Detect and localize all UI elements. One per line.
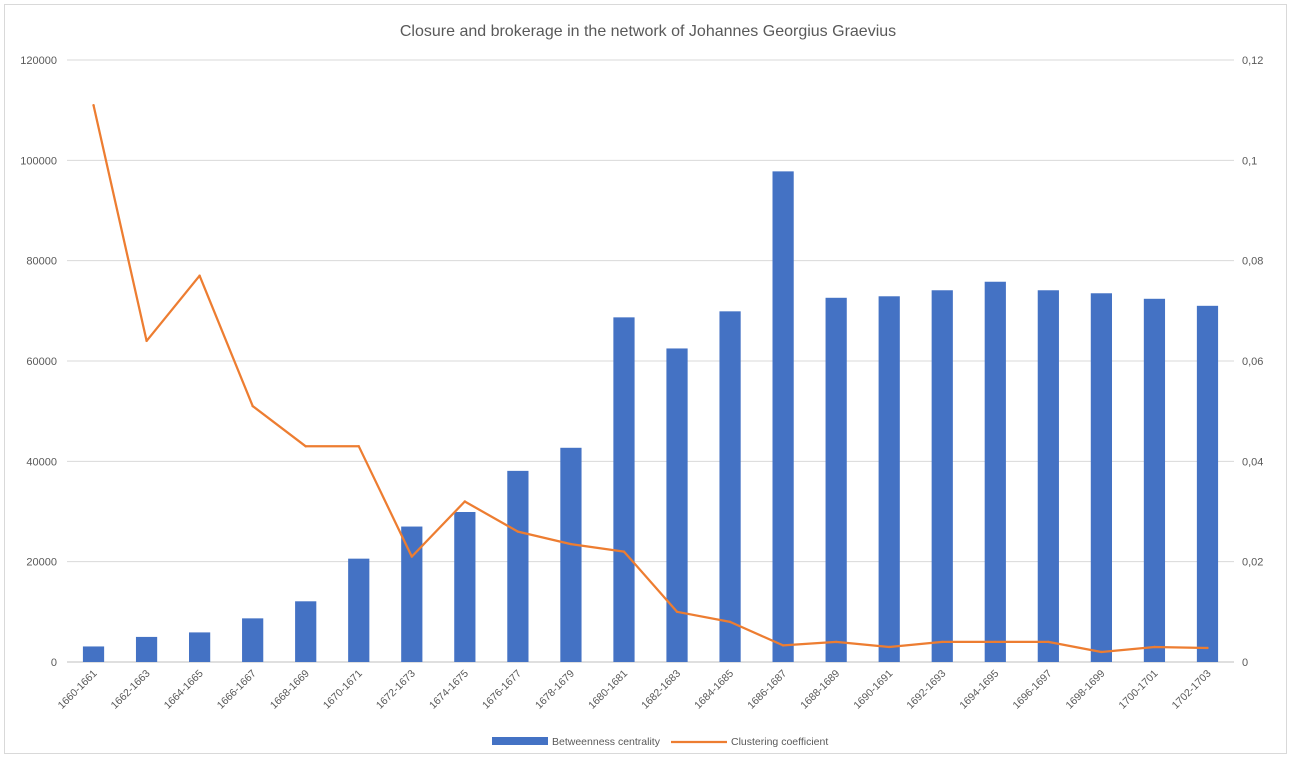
right-tick-label: 0,04 (1242, 456, 1263, 468)
right-tick-label: 0,1 (1242, 155, 1257, 167)
bar (984, 281, 1006, 662)
line-point (675, 610, 679, 614)
x-tick-label: 1668-1669 (268, 668, 312, 712)
x-tick-label: 1696-1697 (1010, 668, 1054, 712)
x-tick-label: 1684-1685 (692, 668, 736, 712)
bar (613, 317, 635, 662)
line-point (888, 645, 891, 649)
legend: Betweenness centrality Clustering coeffic… (492, 736, 828, 748)
right-tick-label: 0 (1242, 657, 1248, 669)
x-tick-label: 1698-1699 (1064, 668, 1108, 712)
bar (82, 646, 105, 662)
bar (507, 470, 529, 662)
right-axis: 0 0,02 0,04 0,06 0,08 0,1 0,12 (1242, 55, 1263, 669)
left-tick-label: 120000 (20, 55, 57, 67)
line-point (357, 445, 360, 448)
left-tick-label: 60000 (26, 356, 57, 368)
left-tick-label: 100000 (20, 155, 57, 167)
x-tick-label: 1692-1693 (904, 668, 948, 712)
bar-series (82, 171, 1219, 662)
line-point (728, 620, 732, 624)
chart-title: Closure and brokerage in the network of … (400, 23, 896, 40)
right-tick-label: 0,08 (1242, 256, 1263, 268)
x-tick-label: 1678-1679 (533, 668, 577, 712)
left-tick-label: 80000 (26, 256, 57, 268)
bar (242, 618, 264, 662)
x-tick-label: 1694-1695 (957, 668, 1001, 712)
left-tick-label: 0 (51, 657, 57, 669)
line-point (304, 445, 307, 448)
bar (878, 296, 900, 662)
bar (1090, 293, 1112, 662)
bar (401, 526, 423, 662)
combo-chart: Closure and brokerage in the network of … (20, 23, 1263, 748)
x-tick-label: 1674-1675 (427, 668, 471, 712)
bar (825, 297, 847, 662)
x-tick-label: 1690-1691 (851, 668, 895, 712)
line-series (92, 103, 1209, 654)
bar (295, 601, 317, 662)
x-tick-label: 1682-1683 (639, 668, 683, 712)
line-point (198, 274, 201, 277)
line-point (92, 103, 95, 107)
bar (454, 512, 476, 662)
bar (719, 311, 741, 662)
bar (931, 290, 953, 662)
line-point (145, 339, 148, 343)
left-axis: 0 20000 40000 60000 80000 100000 120000 (20, 55, 57, 669)
line-point (251, 404, 254, 408)
bar (560, 447, 582, 662)
right-tick-label: 0,02 (1242, 557, 1263, 569)
legend-label: Betweenness centrality (552, 736, 661, 748)
line-point (994, 640, 997, 644)
right-tick-label: 0,06 (1242, 356, 1263, 368)
x-tick-label: 1664-1665 (162, 668, 206, 712)
bar (189, 632, 211, 662)
x-tick-label: 1662-1663 (109, 668, 153, 712)
bar (135, 636, 158, 662)
legend-label: Clustering coefficient (731, 736, 828, 748)
chart-container: Closure and brokerage in the network of … (4, 4, 1287, 754)
x-tick-label: 1686-1687 (745, 668, 789, 712)
line-point (1100, 650, 1103, 654)
line-point (622, 550, 626, 553)
bar (348, 558, 370, 662)
line-point (834, 640, 838, 644)
right-tick-label: 0,12 (1242, 55, 1263, 67)
bar (1143, 298, 1166, 662)
line-point (569, 542, 573, 546)
line-point (516, 530, 520, 533)
legend-swatch-bar (492, 737, 548, 745)
x-tick-label: 1676-1677 (480, 668, 524, 712)
x-tick-label: 1660-1661 (56, 668, 100, 712)
x-tick-label: 1672-1673 (374, 668, 418, 712)
line-point (410, 555, 413, 558)
x-tick-label: 1700-1701 (1117, 668, 1161, 712)
x-tick-label: 1670-1671 (321, 668, 365, 712)
x-tick-label: 1680-1681 (586, 668, 630, 712)
line-point (781, 644, 785, 647)
line-point (1153, 645, 1156, 649)
line-path (92, 104, 1208, 654)
left-tick-label: 20000 (26, 557, 57, 569)
bar (772, 171, 794, 662)
bar (666, 348, 688, 662)
line-point (941, 640, 944, 644)
x-axis: 1660-1661 1662-1663 1664-1665 1666-1667 1668… (56, 668, 1214, 712)
left-tick-label: 40000 (26, 456, 57, 468)
gridlines (67, 59, 1234, 663)
x-tick-label: 1666-1667 (215, 668, 259, 712)
bar (1196, 305, 1219, 662)
line-point (463, 500, 467, 503)
line-point (1206, 646, 1209, 650)
bar (1037, 290, 1059, 662)
x-tick-label: 1688-1689 (798, 668, 842, 712)
x-tick-label: 1702-1703 (1170, 668, 1214, 712)
line-point (1047, 640, 1050, 644)
